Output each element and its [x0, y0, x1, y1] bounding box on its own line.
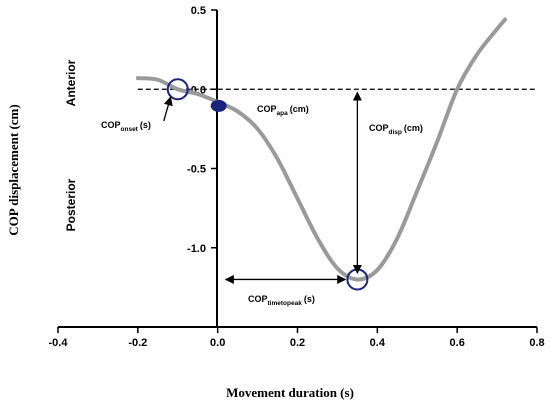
y-tick-label: 0.5 [191, 5, 206, 17]
x-tick-label: -0.2 [128, 337, 147, 349]
cop-curve-line [135, 17, 508, 282]
x-tick-label: 0.0 [210, 337, 225, 349]
cop-onset-arrow [163, 96, 173, 122]
x-tick-label: 0.8 [529, 337, 544, 349]
x-ticks: -0.4 -0.2 0.0 0.2 0.4 0.6 0.8 [49, 327, 545, 349]
cop-apa-label: COPapa (cm) [257, 104, 309, 117]
cop-onset-label: COPonset (s) [101, 120, 151, 133]
cop-disp-label: COPdisp (cm) [369, 123, 423, 136]
anterior-label: Anterior [64, 59, 78, 106]
x-axis-title: Movement duration (s) [226, 385, 354, 400]
x-tick-label: 0.2 [290, 337, 305, 349]
cop-timetopeak-label: COPtimetopeak (s) [248, 294, 315, 307]
x-tick-label: 0.6 [450, 337, 465, 349]
cop-onset-marker [166, 78, 189, 101]
x-tick-label: -0.4 [49, 337, 69, 349]
x-tick-label: 0.4 [370, 337, 386, 349]
markers [166, 78, 369, 291]
cop-apa-marker [210, 99, 227, 112]
y-tick-label: -0.5 [187, 164, 206, 176]
y-tick-label: -1.0 [187, 243, 206, 255]
posterior-label: Posterior [64, 178, 78, 231]
y-axis-title: COP displacement (cm) [6, 104, 21, 235]
y-ticks: 0.50.0-0.5-1.0 [187, 5, 217, 255]
